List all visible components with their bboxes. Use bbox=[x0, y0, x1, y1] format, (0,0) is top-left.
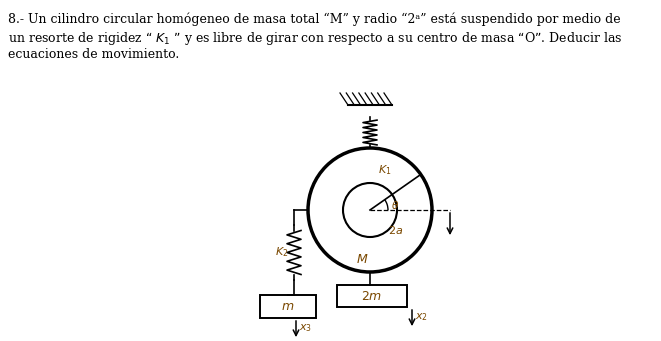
Text: $2m$: $2m$ bbox=[362, 290, 383, 302]
Text: 8.- Un cilindro circular homógeneo de masa total “M” y radio “2ᵃ” está suspendid: 8.- Un cilindro circular homógeneo de ma… bbox=[8, 12, 621, 26]
Text: $\theta$: $\theta$ bbox=[391, 199, 399, 211]
Text: $m$: $m$ bbox=[282, 300, 295, 313]
Bar bbox=[260, 295, 316, 318]
Text: un resorte de rigidez “ $K_1$ ” y es libre de girar con respecto a su centro de : un resorte de rigidez “ $K_1$ ” y es lib… bbox=[8, 30, 622, 47]
Text: $x_2$: $x_2$ bbox=[415, 311, 428, 323]
Bar bbox=[337, 285, 407, 307]
Text: ecuaciones de movimiento.: ecuaciones de movimiento. bbox=[8, 48, 179, 61]
Text: $M$: $M$ bbox=[356, 253, 368, 266]
Text: $x_3$: $x_3$ bbox=[299, 322, 312, 334]
Text: $K_1$: $K_1$ bbox=[378, 163, 391, 177]
Text: $K_2$: $K_2$ bbox=[274, 245, 288, 259]
Text: $2a$: $2a$ bbox=[388, 224, 403, 236]
